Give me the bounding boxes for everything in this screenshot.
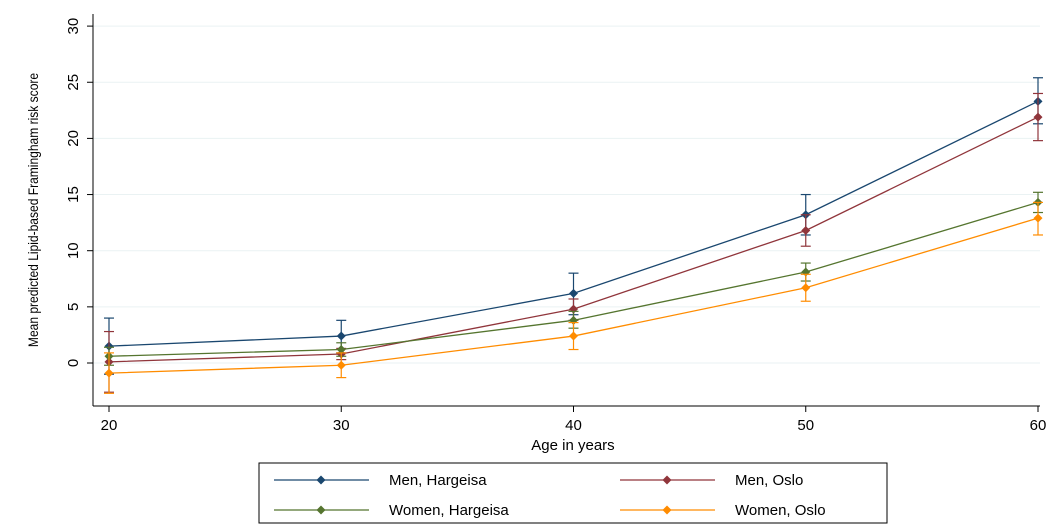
x-tick-label: 60 <box>1030 417 1047 434</box>
series-3 <box>104 191 1043 366</box>
data-point <box>569 331 578 341</box>
data-point <box>569 288 578 298</box>
data-point <box>336 331 346 341</box>
y-tick-label: 5 <box>65 303 82 311</box>
data-point <box>801 225 811 235</box>
legend-label: Women, Oslo <box>735 502 826 519</box>
y-tick-label: 30 <box>65 18 82 35</box>
data-point <box>1033 112 1043 122</box>
grid-lines <box>93 25 1040 364</box>
x-tick-label: 20 <box>101 417 118 434</box>
data-point <box>801 283 811 293</box>
legend-label: Women, Hargeisa <box>389 502 509 519</box>
legend-marker <box>316 475 326 485</box>
x-tick-label: 30 <box>333 417 350 434</box>
data-point <box>1033 213 1043 223</box>
y-tick-label: 20 <box>65 130 82 147</box>
x-axis-title: Age in years <box>531 437 614 454</box>
y-tick-label: 25 <box>65 74 82 91</box>
legend: Men, Hargeisa Men, Oslo Women, Hargeisa Wom… <box>258 462 888 524</box>
legend-marker <box>662 505 672 515</box>
axes: 0 5 10 15 20 25 30 20 30 40 50 60 <box>65 14 1046 434</box>
data-point <box>336 360 346 370</box>
legend-item: Men, Oslo <box>620 472 803 489</box>
series-4 <box>104 201 1043 394</box>
legend-item: Women, Hargeisa <box>274 502 509 519</box>
legend-label: Men, Oslo <box>735 472 803 489</box>
y-axis-title: Mean predicted Lipid-based Framingham ri… <box>25 73 41 347</box>
data-point <box>336 345 346 355</box>
x-tick-label: 50 <box>797 417 814 434</box>
legend-marker <box>316 505 326 515</box>
x-tick-label: 40 <box>565 417 582 434</box>
y-tick-label: 15 <box>65 186 82 203</box>
legend-marker <box>662 475 672 485</box>
legend-item: Men, Hargeisa <box>274 472 487 489</box>
legend-item: Women, Oslo <box>620 502 826 519</box>
y-tick-label: 0 <box>65 359 82 367</box>
legend-box <box>258 462 888 524</box>
y-tick-label: 10 <box>65 242 82 259</box>
data-point <box>104 368 114 378</box>
series-layer <box>104 77 1043 394</box>
legend-label: Men, Hargeisa <box>389 472 487 489</box>
